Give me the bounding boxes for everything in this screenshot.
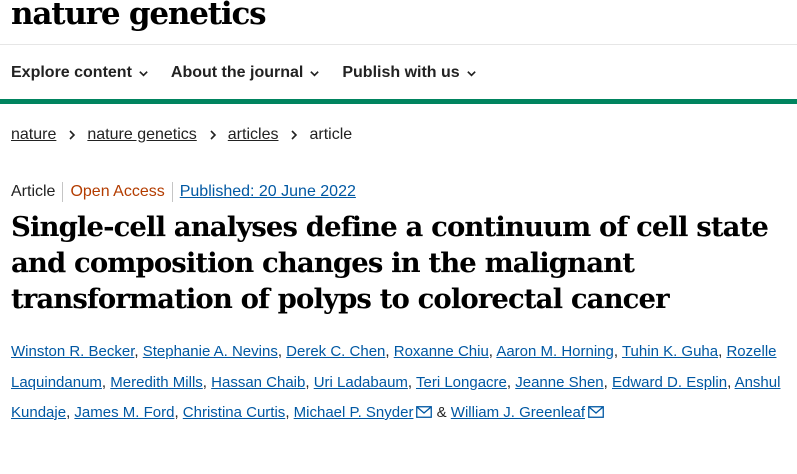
author-link[interactable]: James M. Ford (74, 404, 175, 421)
meta-divider (171, 182, 173, 202)
breadcrumb-item-nature-genetics[interactable]: nature genetics (87, 126, 197, 143)
nav-label: Explore content (11, 64, 132, 81)
author-list: Winston R. Becker, Stephanie A. Nevins, … (11, 343, 781, 422)
breadcrumb-item-nature[interactable]: nature (11, 126, 57, 143)
meta-divider (62, 182, 64, 202)
nav-about-journal[interactable]: About the journal (171, 64, 320, 82)
author-link[interactable]: Stephanie A. Nevins (142, 343, 278, 360)
breadcrumb-item-articles[interactable]: articles (227, 126, 279, 143)
chevron-right-icon (210, 130, 216, 140)
breadcrumb: nature nature genetics articles article (11, 126, 352, 144)
breadcrumb-current: article (309, 126, 353, 143)
author-conjunction: & (432, 404, 451, 421)
author-link[interactable]: Derek C. Chen (286, 343, 386, 360)
author-link[interactable]: Uri Ladabaum (313, 373, 408, 391)
nav-explore-content[interactable]: Explore content (11, 64, 149, 82)
nav-label: Publish with us (342, 64, 460, 81)
nav-accent-bar (0, 99, 797, 104)
author-link[interactable]: Teri Longacre (416, 373, 507, 391)
author-link[interactable]: William J. Greenleaf (450, 404, 585, 421)
chevron-down-icon (466, 70, 476, 77)
author-link[interactable]: Rozelle Laquindanum (11, 343, 777, 391)
author-link[interactable]: Winston R. Becker (11, 343, 135, 360)
author-link[interactable]: Michael P. Snyder (293, 404, 414, 421)
author-link[interactable]: Meredith Mills (110, 373, 203, 391)
author-link[interactable]: Edward D. Esplin (612, 373, 728, 391)
author-link[interactable]: Hassan Chaib (211, 373, 306, 391)
chevron-down-icon (310, 70, 320, 77)
author-link[interactable]: Jeanne Shen (515, 373, 604, 391)
author-link[interactable]: Roxanne Chiu (393, 343, 489, 360)
published-date-link[interactable]: Published: 20 June 2022 (179, 183, 356, 200)
main-nav: Explore content About the journal Publis… (11, 60, 499, 86)
author-link[interactable]: Tuhin K. Guha (621, 343, 719, 360)
author-link[interactable]: Aaron M. Horning (496, 343, 614, 360)
article-meta: Article Open Access Published: 20 June 2… (11, 182, 356, 202)
article-title: Single-cell analyses define a continuum … (11, 211, 769, 315)
article-type: Article (11, 183, 56, 200)
chevron-right-icon (69, 130, 76, 140)
author-link[interactable]: Anshul Kundaje (11, 373, 781, 422)
mail-icon[interactable] (416, 406, 433, 418)
chevron-right-icon (291, 130, 298, 140)
nav-publish-with-us[interactable]: Publish with us (342, 64, 476, 82)
mail-icon[interactable] (588, 406, 604, 418)
chevron-down-icon (139, 70, 148, 77)
open-access-label: Open Access (70, 183, 165, 200)
journal-logo[interactable]: nature genetics (11, 0, 267, 32)
author-link[interactable]: Christina Curtis (182, 404, 286, 421)
nav-label: About the journal (170, 64, 304, 81)
header-divider (0, 44, 797, 45)
